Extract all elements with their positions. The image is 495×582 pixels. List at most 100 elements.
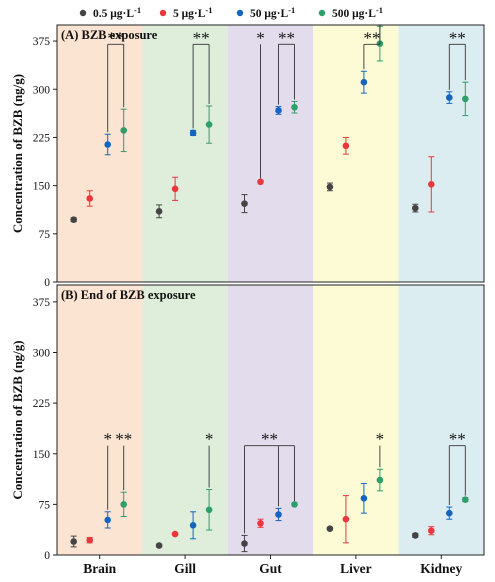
significance-label: * bbox=[256, 28, 265, 47]
x-category-label: Gut bbox=[259, 561, 282, 576]
significance-label: ** bbox=[363, 28, 380, 47]
legend-label-text: 500 μg·L bbox=[332, 8, 376, 20]
y-tick-label: 0 bbox=[44, 550, 50, 562]
category-band bbox=[142, 25, 228, 282]
legend-marker bbox=[159, 9, 167, 17]
legend-label-superscript: -1 bbox=[205, 5, 212, 15]
data-point bbox=[412, 532, 419, 539]
significance-label: * bbox=[205, 430, 214, 449]
significance-label: * bbox=[103, 430, 112, 449]
y-tick-label: 375 bbox=[33, 36, 51, 48]
legend-label-text: 5 μg·L bbox=[173, 8, 206, 20]
y-tick-label: 225 bbox=[33, 398, 51, 410]
data-point bbox=[326, 183, 334, 191]
data-point bbox=[428, 527, 435, 534]
panel-a: 0 75 150 225 300 375 Concentration of BZB (ng/… bbox=[10, 24, 485, 289]
plot-frame bbox=[56, 24, 485, 283]
x-category-label: Kidney bbox=[420, 561, 462, 576]
data-point bbox=[428, 181, 435, 188]
category-band bbox=[313, 285, 399, 555]
legend: 0.5 μg·L-1 5 μg·L-1 50 μg·L-1 500 μg·L-1 bbox=[79, 5, 383, 20]
category-band bbox=[398, 25, 484, 282]
data-point bbox=[155, 208, 163, 215]
data-point bbox=[342, 142, 350, 150]
y-axis-label: Concentration of BZB (ng/g) bbox=[10, 340, 25, 499]
legend-label: 50 μg·L-1 bbox=[250, 5, 295, 20]
data-point bbox=[446, 509, 453, 517]
data-point bbox=[120, 127, 127, 134]
data-point bbox=[291, 103, 298, 111]
data-point bbox=[70, 216, 77, 223]
data-point bbox=[446, 94, 453, 101]
y-axis-label: Concentration of BZB (ng/g) bbox=[10, 74, 25, 233]
x-axis-categories: Brain Gill Gut Liver Kidney bbox=[83, 555, 463, 576]
y-tick-label: 150 bbox=[33, 181, 51, 193]
x-category-label: Gill bbox=[174, 561, 196, 576]
data-point bbox=[104, 516, 111, 524]
significance-label: ** bbox=[449, 430, 466, 449]
legend-label: 0.5 μg·L-1 bbox=[93, 5, 141, 20]
y-tick-label: 75 bbox=[39, 499, 51, 511]
legend-label: 5 μg·L-1 bbox=[173, 5, 213, 20]
data-point bbox=[462, 95, 469, 103]
significance-label: ** bbox=[193, 28, 210, 47]
y-tick-label: 375 bbox=[33, 297, 51, 309]
data-point bbox=[104, 141, 111, 148]
data-point bbox=[86, 536, 93, 544]
significance-label: ** bbox=[107, 28, 124, 47]
data-point bbox=[257, 519, 264, 527]
data-point bbox=[171, 530, 179, 538]
data-point bbox=[241, 200, 248, 207]
data-point bbox=[189, 129, 197, 137]
data-point bbox=[171, 185, 179, 193]
data-point bbox=[257, 178, 264, 186]
category-band bbox=[142, 285, 228, 555]
y-tick-label: 300 bbox=[33, 348, 51, 360]
panel-title: (B) End of BZB exposure bbox=[61, 288, 196, 302]
legend-label-superscript: -1 bbox=[134, 5, 141, 15]
data-point bbox=[275, 511, 282, 518]
category-band bbox=[57, 285, 143, 555]
legend-label-text: 50 μg·L bbox=[250, 8, 288, 20]
legend-label-superscript: -1 bbox=[288, 5, 295, 15]
data-point bbox=[326, 525, 334, 532]
panel-b: 0 75 150 225 300 375 Concentration of BZB (ng/… bbox=[10, 284, 485, 562]
y-tick-label: 0 bbox=[44, 277, 50, 289]
y-tick-label: 75 bbox=[39, 229, 51, 241]
data-point bbox=[155, 542, 163, 549]
significance-label: * bbox=[376, 430, 385, 449]
legend-marker bbox=[236, 9, 244, 17]
data-point bbox=[189, 522, 197, 529]
data-point bbox=[360, 495, 368, 502]
data-point bbox=[70, 538, 77, 545]
panel-title: (A) BZB exposure bbox=[61, 28, 158, 42]
category-band bbox=[57, 25, 143, 282]
data-point bbox=[241, 540, 248, 547]
legend-label-superscript: -1 bbox=[376, 5, 383, 15]
category-band bbox=[398, 285, 484, 555]
significance-label: ** bbox=[261, 430, 278, 449]
legend-marker bbox=[318, 9, 326, 17]
x-category-label: Liver bbox=[340, 561, 372, 576]
data-point bbox=[462, 496, 469, 503]
significance-label: ** bbox=[449, 28, 466, 47]
legend-marker bbox=[79, 9, 87, 17]
y-tick-label: 300 bbox=[33, 84, 51, 96]
data-point bbox=[86, 195, 93, 202]
y-tick-label: 150 bbox=[33, 449, 51, 461]
category-band bbox=[313, 25, 399, 282]
significance-label: ** bbox=[278, 28, 295, 47]
data-point bbox=[376, 476, 384, 484]
legend-label: 500 μg·L-1 bbox=[332, 5, 383, 20]
category-band bbox=[227, 25, 314, 282]
data-point bbox=[360, 78, 368, 86]
x-category-label: Brain bbox=[83, 561, 116, 576]
category-band bbox=[227, 285, 314, 555]
data-point bbox=[205, 121, 213, 128]
data-point bbox=[275, 107, 282, 114]
significance-label: ** bbox=[115, 430, 132, 449]
data-point bbox=[412, 204, 419, 212]
data-point bbox=[120, 501, 127, 508]
y-tick-label: 225 bbox=[33, 132, 51, 144]
